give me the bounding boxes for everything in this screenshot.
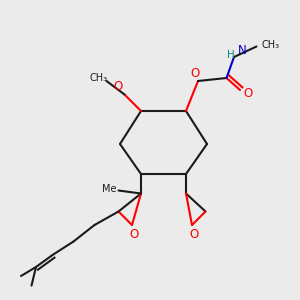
Text: Me: Me [102, 184, 117, 194]
Text: N: N [238, 44, 247, 57]
Text: O: O [190, 67, 200, 80]
Text: CH₃: CH₃ [262, 40, 280, 50]
Text: O: O [243, 86, 252, 100]
Text: O: O [114, 80, 123, 94]
Text: H: H [226, 50, 234, 61]
Text: CH₃: CH₃ [90, 73, 108, 83]
Text: O: O [189, 227, 198, 241]
Text: O: O [129, 227, 138, 241]
